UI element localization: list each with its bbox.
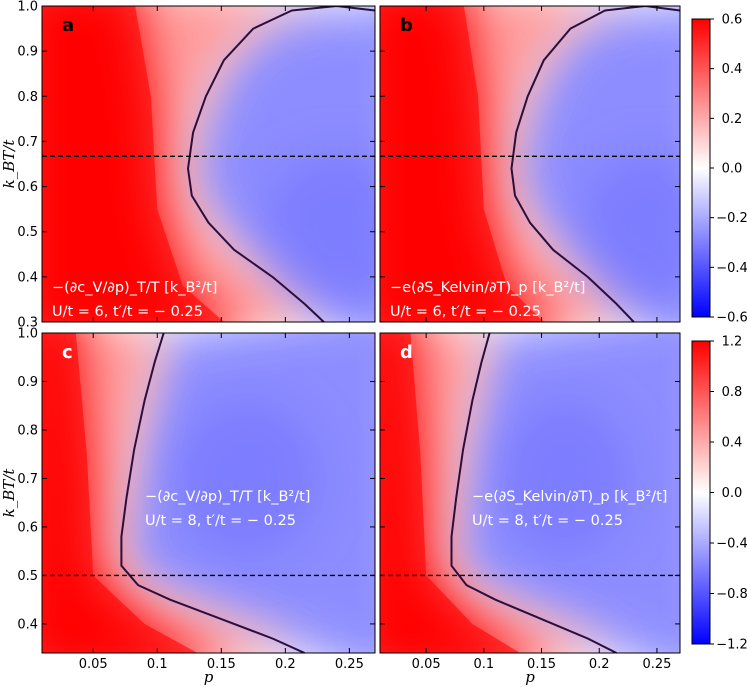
- y-tick-label: 0.9: [17, 45, 38, 60]
- y-tick-label: 0.4: [17, 617, 38, 632]
- colorbar-tick-label: −0.4: [716, 537, 747, 552]
- colorbar-tick-label: −0.8: [716, 587, 747, 602]
- colorbar-tick-label: 0.2: [722, 112, 743, 127]
- heatmap-positive-halo: [380, 333, 617, 653]
- panel-a: 0.3 0.4 0.5 0.6 0.7 0.8 0.9 1.0 a −(∂c_V/∂p)_T/T …: [0, 0, 376, 331]
- colorbar-tick-label: 0.6: [722, 13, 743, 28]
- annotation-parameters: U/t = 8, t′/t = − 0.25: [145, 513, 296, 529]
- colorbar-tick-label: 0.0: [722, 486, 743, 501]
- y-tick-label: 0.5: [17, 569, 38, 584]
- heatmap-positive-core-solid: [380, 6, 545, 322]
- y-tick-label: 0.6: [17, 180, 38, 195]
- y-tick-label: 0.7: [17, 135, 38, 150]
- y-tick-label: 0.9: [17, 375, 38, 390]
- y-tick-label: 1.0: [17, 327, 38, 342]
- x-tick-label: 0.15: [527, 657, 556, 672]
- colorbar-tick-label: −0.6: [716, 311, 747, 326]
- heatmap-positive-core-solid: [42, 6, 225, 322]
- y-tick-label: 0.7: [17, 472, 38, 487]
- zero-contour-line: [450, 333, 617, 653]
- y-tick-label: 0.4: [17, 270, 38, 285]
- heatmap-positive-halo: [42, 333, 305, 653]
- heatmap-minimum-blob: [173, 398, 321, 559]
- colorbar-top: 0.6 0.4 0.2 0.0 −0.2 −0.4 −0.6: [691, 13, 747, 326]
- annotation-quantity: −(∂c_V/∂p)_T/T [k_B²/t]: [52, 280, 217, 296]
- heatmap-minimum-blob: [263, 152, 375, 311]
- y-axis-label: k_BT/t: [0, 139, 18, 189]
- y-tick-label: 0.3: [17, 316, 38, 331]
- annotation-parameters: U/t = 8, t′/t = − 0.25: [472, 513, 623, 529]
- y-tick-label: 0.6: [17, 520, 38, 535]
- colorbar-tick-label: 0.4: [722, 62, 743, 77]
- colorbar-tick-label: −0.4: [716, 261, 747, 276]
- annotation-parameters: U/t = 6, t′/t = − 0.25: [390, 304, 541, 320]
- panel-frame: [379, 332, 681, 654]
- y-tick-label: 0.8: [17, 90, 38, 105]
- x-axis-label: p: [525, 668, 535, 686]
- panel-d: 0.05 0.1 0.15 0.2 0.25 d −e(∂S_Kelvin/∂T)_p [k…: [379, 332, 681, 686]
- y-tick-label: 0.8: [17, 423, 38, 438]
- panel-frame: [41, 5, 376, 323]
- panel-letter: d: [400, 342, 413, 363]
- x-tick-label: 0.25: [642, 657, 671, 672]
- colorbar-tick-label: 0.0: [722, 162, 743, 177]
- y-axis-label: k_BT/t: [0, 468, 18, 518]
- x-tick-label: 0.15: [207, 657, 236, 672]
- y-tick-label: 1.0: [17, 0, 38, 15]
- panel-letter: a: [62, 15, 74, 36]
- heatmap-minimum-blob: [498, 398, 631, 559]
- y-tick-label: 0.5: [17, 225, 38, 240]
- x-axis-label: p: [204, 668, 214, 686]
- colorbar-bottom: 1.2 0.8 0.4 0.0 −0.4 −0.8 −1.2: [691, 335, 747, 653]
- x-tick-label: 0.1: [147, 657, 168, 672]
- panel-letter: b: [400, 15, 413, 36]
- colorbar-gradient: [691, 18, 711, 318]
- panel-frame: [41, 332, 376, 654]
- colorbar-tick-label: 0.8: [722, 385, 743, 400]
- x-tick-label: 0.05: [79, 657, 108, 672]
- annotation-quantity: −e(∂S_Kelvin/∂T)_p [k_B²/t]: [472, 489, 667, 505]
- annotation-parameters: U/t = 6, t′/t = − 0.25: [52, 304, 203, 320]
- zero-contour-line: [120, 333, 306, 653]
- heatmap-positive-core-solid: [42, 333, 198, 653]
- heatmap-minimum-blob: [579, 152, 680, 311]
- colorbar-tick-label: 0.4: [722, 436, 743, 451]
- x-tick-label: 0.2: [589, 657, 610, 672]
- x-tick-label: 0.2: [275, 657, 296, 672]
- panel-frame: [379, 5, 681, 323]
- colorbar-gradient: [691, 340, 711, 645]
- zero-contour-line: [187, 6, 375, 322]
- annotation-quantity: −e(∂S_Kelvin/∂T)_p [k_B²/t]: [390, 280, 585, 296]
- annotation-quantity: −(∂c_V/∂p)_T/T [k_B²/t]: [145, 489, 310, 505]
- panel-letter: c: [62, 342, 73, 363]
- x-tick-label: 0.05: [412, 657, 441, 672]
- colorbar-tick-label: −1.2: [716, 638, 747, 653]
- heatmap-positive-core-solid: [380, 333, 521, 653]
- colorbar-tick-label: −0.2: [716, 211, 747, 226]
- x-tick-label: 0.1: [474, 657, 495, 672]
- colorbar-tick-label: 1.2: [722, 335, 743, 350]
- panel-b: b −e(∂S_Kelvin/∂T)_p [k_B²/t] U/t = 6, t′/…: [379, 5, 681, 323]
- panel-c: 0.4 0.5 0.6 0.7 0.8 0.9 1.0 0.05 0.1 0.15 0.2 0.25 c…: [0, 327, 376, 686]
- x-tick-label: 0.25: [335, 657, 364, 672]
- zero-contour-line: [510, 6, 680, 322]
